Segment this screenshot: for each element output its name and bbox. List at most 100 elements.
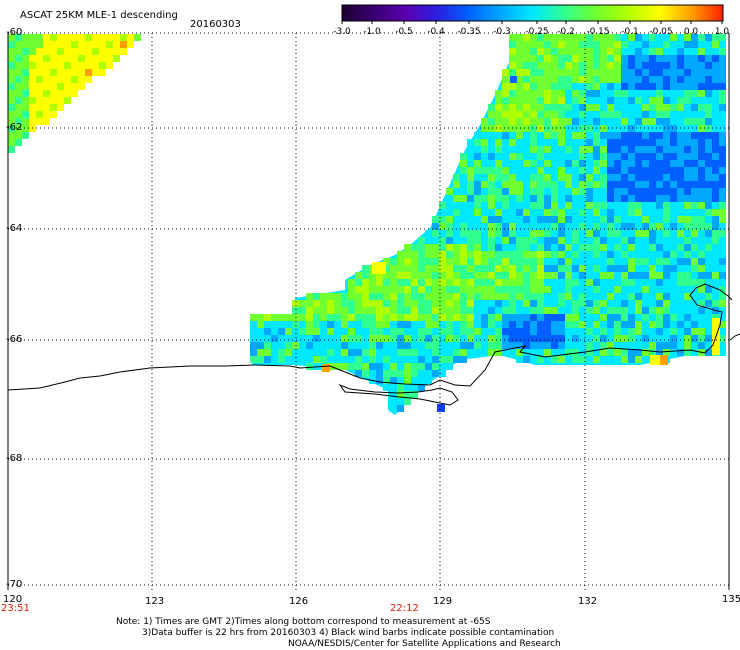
- swath-cell: [537, 209, 544, 216]
- swath-cell: [544, 342, 551, 349]
- swath-cell: [565, 244, 572, 251]
- swath-cell: [649, 111, 656, 118]
- swath-cell: [467, 251, 474, 258]
- swath-cell: [614, 335, 621, 342]
- swath-cell: [36, 83, 43, 90]
- swath-cell: [530, 69, 537, 76]
- swath-cell: [509, 195, 516, 202]
- swath-cell: [586, 356, 593, 363]
- swath-cell: [411, 265, 418, 272]
- swath-cell: [453, 279, 460, 286]
- swath-cell: [649, 342, 656, 349]
- swath-cell: [642, 111, 649, 118]
- swath-cell: [488, 104, 495, 111]
- swath-cell: [29, 41, 36, 48]
- swath-cell: [99, 41, 106, 48]
- swath-cell: [684, 132, 691, 139]
- swath-cell: [306, 363, 313, 370]
- swath-cell: [453, 286, 460, 293]
- swath-cell: [250, 335, 257, 342]
- swath-cell: [565, 230, 572, 237]
- swath-cell: [600, 90, 607, 97]
- swath-cell: [551, 202, 558, 209]
- swath-cell: [446, 300, 453, 307]
- swath-cell: [670, 83, 677, 90]
- swath-cell: [404, 258, 411, 265]
- swath-cell: [558, 160, 565, 167]
- swath-cell: [572, 76, 579, 83]
- swath-cell: [642, 104, 649, 111]
- swath-cell: [509, 202, 516, 209]
- swath-cell: [642, 328, 649, 335]
- swath-cell: [15, 55, 22, 62]
- swath-cell: [558, 174, 565, 181]
- swath-cell: [404, 335, 411, 342]
- swath-cell: [460, 153, 467, 160]
- swath-cell: [306, 342, 313, 349]
- swath-cell: [579, 41, 586, 48]
- swath-cell: [467, 153, 474, 160]
- swath-cell: [621, 34, 628, 41]
- swath-cell: [712, 62, 719, 69]
- swath-cell: [649, 34, 656, 41]
- swath-cell: [607, 76, 614, 83]
- swath-cell: [390, 314, 397, 321]
- swath-cell: [579, 139, 586, 146]
- swath-cell: [635, 342, 642, 349]
- swath-cell: [306, 300, 313, 307]
- swath-cell: [656, 314, 663, 321]
- swath-cell: [705, 300, 712, 307]
- swath-cell: [642, 55, 649, 62]
- swath-cell: [712, 55, 719, 62]
- swath-cell: [50, 76, 57, 83]
- swath-cell: [341, 335, 348, 342]
- swath-cell: [551, 321, 558, 328]
- swath-cell: [306, 349, 313, 356]
- swath-cell: [579, 300, 586, 307]
- swath-cell: [572, 342, 579, 349]
- swath-cell: [474, 251, 481, 258]
- swath-cell: [579, 55, 586, 62]
- swath-cell: [656, 251, 663, 258]
- swath-cell: [586, 111, 593, 118]
- swath-cell: [432, 244, 439, 251]
- swath-cell: [264, 335, 271, 342]
- swath-cell: [488, 188, 495, 195]
- swath-cell: [481, 167, 488, 174]
- swath-cell: [663, 223, 670, 230]
- swath-cell: [607, 118, 614, 125]
- swath-cell: [488, 195, 495, 202]
- swath-cell: [369, 370, 376, 377]
- swath-cell: [712, 153, 719, 160]
- swath-cell: [579, 97, 586, 104]
- swath-cell: [50, 104, 57, 111]
- swath-cell: [488, 349, 495, 356]
- swath-cell: [677, 41, 684, 48]
- swath-cell: [467, 160, 474, 167]
- colorbar-tick-label: -0.3: [493, 27, 511, 37]
- swath-cell: [127, 34, 134, 41]
- swath-cell: [642, 118, 649, 125]
- swath-cell: [313, 342, 320, 349]
- swath-cell: [642, 181, 649, 188]
- swath-cell: [502, 125, 509, 132]
- swath-cell: [649, 202, 656, 209]
- swath-cell: [537, 230, 544, 237]
- swath-cell: [372, 262, 386, 274]
- swath-cell: [677, 146, 684, 153]
- swath-cell: [600, 237, 607, 244]
- swath-cell: [516, 265, 523, 272]
- colorbar-tick-label: -0.2: [557, 27, 575, 37]
- swath-cell: [383, 356, 390, 363]
- swath-cell: [684, 174, 691, 181]
- swath-cell: [355, 356, 362, 363]
- swath-cell: [684, 300, 691, 307]
- swath-cell: [537, 349, 544, 356]
- swath-cell: [551, 223, 558, 230]
- swath-cell: [502, 160, 509, 167]
- swath-cell: [523, 97, 530, 104]
- swath-cell: [677, 83, 684, 90]
- swath-cell: [362, 272, 369, 279]
- swath-cell: [572, 139, 579, 146]
- swath-cell: [474, 349, 481, 356]
